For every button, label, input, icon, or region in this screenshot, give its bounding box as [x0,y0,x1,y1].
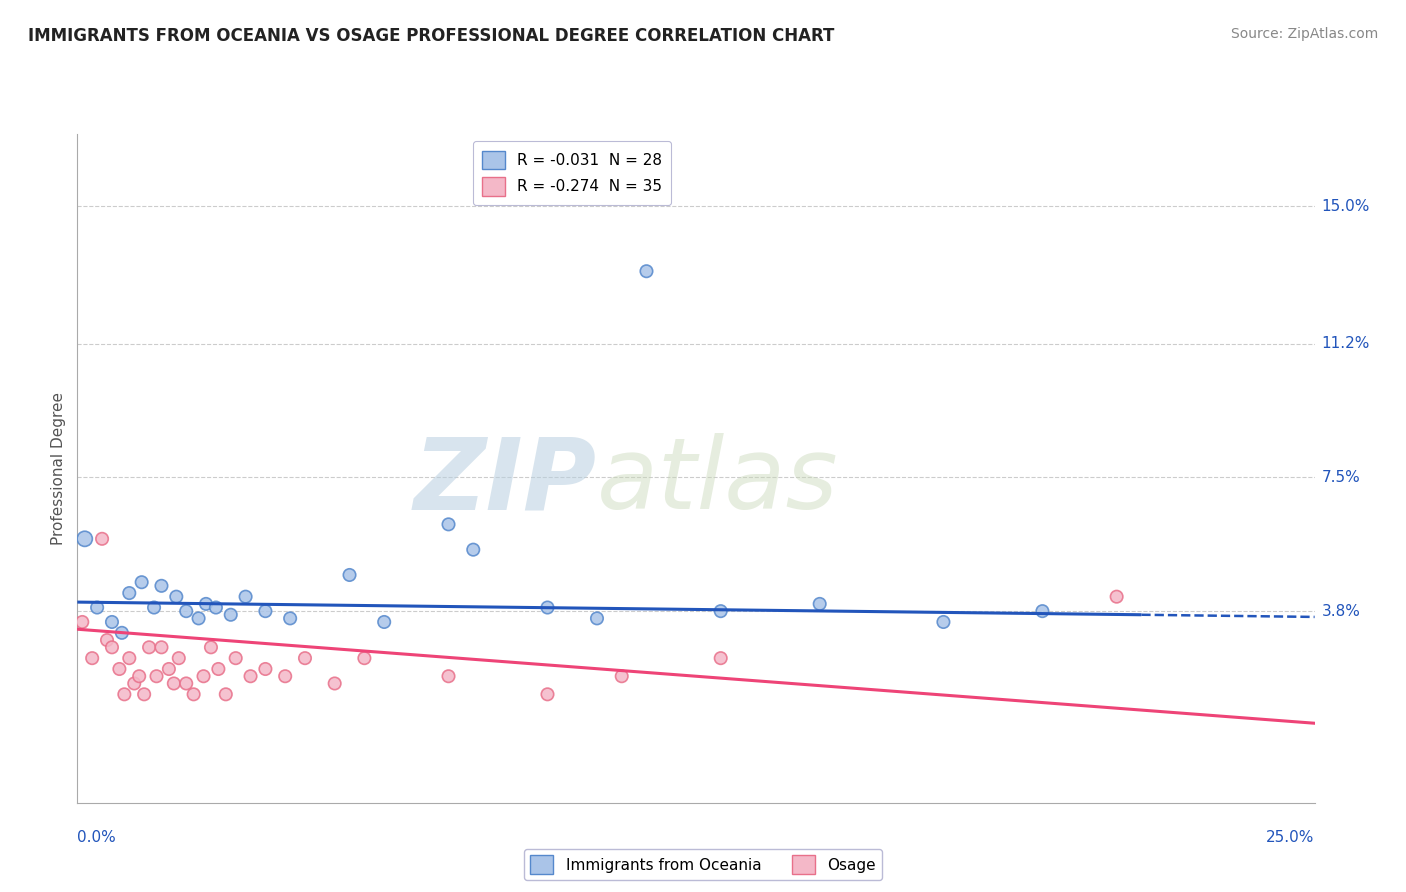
Point [219,607,242,622]
Point [215,687,238,701]
Point [294,651,316,665]
Point [101,615,124,629]
Point [118,651,141,665]
Point [187,611,209,625]
Text: 11.2%: 11.2% [1322,336,1369,351]
Text: atlas: atlas [598,434,838,530]
Point [437,517,460,532]
Point [122,676,145,690]
Point [278,611,301,625]
Point [932,615,955,629]
Point [108,662,131,676]
Point [710,604,733,618]
Point [73,532,96,546]
Point [128,669,150,683]
Text: 15.0%: 15.0% [1322,199,1369,213]
Point [536,687,558,701]
Point [353,651,375,665]
Point [134,687,156,701]
Point [437,669,460,683]
Point [150,640,173,655]
Point [193,669,215,683]
Point [463,542,485,557]
Point [165,590,187,604]
Text: 25.0%: 25.0% [1267,830,1315,845]
Point [235,590,257,604]
Point [586,611,609,625]
Point [225,651,247,665]
Point [536,600,558,615]
Point [163,676,186,690]
Point [145,669,167,683]
Point [1105,590,1128,604]
Point [610,669,633,683]
Point [636,264,658,278]
Point [72,615,94,629]
Point [111,625,134,640]
Point [710,651,733,665]
Point [195,597,218,611]
Point [101,640,124,655]
Point [239,669,262,683]
Point [373,615,395,629]
Text: Source: ZipAtlas.com: Source: ZipAtlas.com [1230,27,1378,41]
Point [82,651,104,665]
Text: IMMIGRANTS FROM OCEANIA VS OSAGE PROFESSIONAL DEGREE CORRELATION CHART: IMMIGRANTS FROM OCEANIA VS OSAGE PROFESS… [28,27,835,45]
Point [157,662,180,676]
Text: 7.5%: 7.5% [1322,470,1361,485]
Point [207,662,229,676]
Point [167,651,190,665]
Point [200,640,222,655]
Text: 3.8%: 3.8% [1322,604,1361,619]
Point [96,633,118,648]
Point [112,687,135,701]
Legend: Immigrants from Oceania, Osage: Immigrants from Oceania, Osage [524,849,882,880]
Point [174,604,197,618]
Point [339,568,361,582]
Point [150,579,173,593]
Point [274,669,297,683]
Y-axis label: Professional Degree: Professional Degree [51,392,66,545]
Point [91,532,114,546]
Legend: R = -0.031  N = 28, R = -0.274  N = 35: R = -0.031 N = 28, R = -0.274 N = 35 [472,142,672,204]
Point [183,687,205,701]
Point [1031,604,1053,618]
Text: ZIP: ZIP [413,434,598,530]
Point [254,662,277,676]
Point [143,600,166,615]
Text: 0.0%: 0.0% [77,830,117,845]
Point [138,640,160,655]
Point [86,600,108,615]
Point [174,676,197,690]
Point [205,600,228,615]
Point [131,575,153,590]
Point [118,586,141,600]
Point [323,676,346,690]
Point [808,597,831,611]
Point [254,604,277,618]
